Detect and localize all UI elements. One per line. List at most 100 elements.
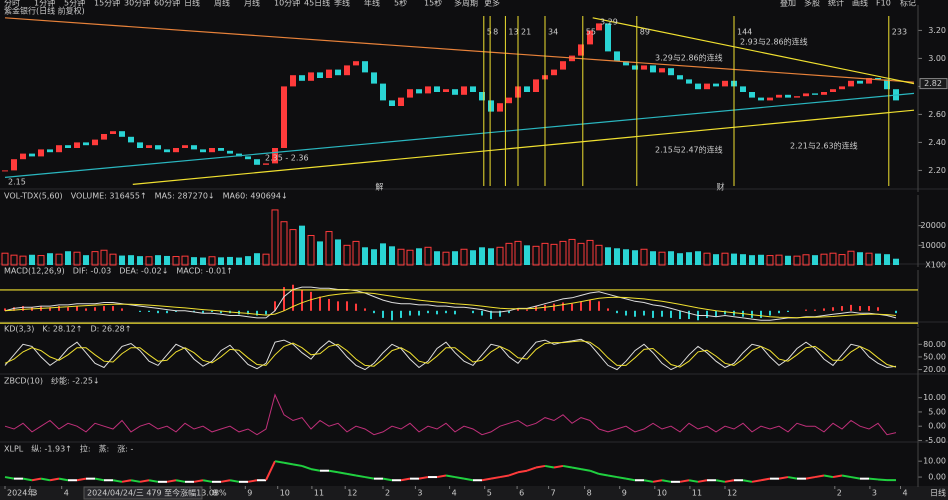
candle	[164, 149, 170, 153]
toolbar-item[interactable]: 标记	[900, 0, 916, 8]
trend-segment	[310, 468, 321, 472]
trend-segment	[760, 477, 771, 482]
x-tick-label: 11	[692, 489, 702, 498]
legend-entry: 蒸:	[99, 444, 110, 454]
toolbar-item[interactable]: 5秒	[394, 0, 407, 8]
toolbar-item[interactable]: 更多	[484, 0, 500, 8]
toolbar-item[interactable]: 60分钟	[154, 0, 180, 8]
trend-line	[4, 92, 915, 178]
macd-line	[4, 292, 897, 319]
toolbar-item[interactable]: 季线	[334, 0, 350, 8]
trend-line-label: 2.93与2.86的连线	[740, 37, 808, 47]
volume-bar	[208, 256, 216, 266]
macd-line	[4, 286, 897, 321]
candle	[614, 51, 620, 62]
volume-bar	[191, 257, 197, 265]
candle	[209, 148, 215, 153]
toolbar-item[interactable]: 10分钟	[274, 0, 300, 8]
trend-segment	[400, 477, 411, 482]
toolbar-item[interactable]: 5分钟	[64, 0, 85, 8]
candle	[290, 75, 296, 87]
trend-segment	[517, 469, 528, 474]
x-tick-label: 3	[872, 489, 877, 498]
candle	[848, 80, 854, 87]
toolbar-item[interactable]: 多周期	[454, 0, 478, 8]
volume-bar	[740, 254, 746, 265]
volume-bar	[785, 255, 791, 265]
x-tick-label: 6	[519, 489, 524, 498]
trend-segment	[265, 460, 276, 481]
toolbar-item[interactable]: 统计	[828, 0, 844, 8]
toolbar-item[interactable]: 多股	[804, 0, 820, 8]
toolbar-item[interactable]: 叠加	[780, 0, 796, 8]
toolbar-item[interactable]: 月线	[244, 0, 260, 8]
toolbar-item[interactable]: 45日线	[304, 0, 330, 8]
toolbar-item[interactable]: 15秒	[424, 0, 442, 8]
candle	[353, 61, 359, 66]
candle	[479, 92, 485, 101]
volume-bar	[496, 246, 504, 266]
trend-segment	[220, 479, 231, 483]
x-tick-label: 3	[32, 489, 37, 498]
volume-bar	[731, 253, 737, 265]
trend-segment	[571, 466, 582, 471]
volume-bar	[766, 255, 774, 266]
period-label[interactable]: 日线	[930, 488, 946, 498]
toolbar-item[interactable]: 画线	[852, 0, 868, 8]
candle	[443, 89, 449, 92]
volume-bar	[262, 253, 270, 266]
panel-title: XLPL	[4, 445, 24, 454]
legend-entry: 涨: -	[117, 444, 133, 454]
toolbar-item[interactable]: F10	[876, 0, 891, 8]
candle	[785, 94, 791, 98]
candle	[245, 156, 251, 160]
candle	[92, 139, 98, 146]
volume-bar	[317, 241, 323, 265]
volume-bar	[145, 256, 153, 266]
trend-segment	[364, 476, 375, 480]
candle	[803, 93, 809, 97]
volume-bar	[470, 250, 476, 265]
trend-segment	[868, 477, 879, 481]
volume-bar	[181, 255, 189, 266]
toolbar-item[interactable]: 15分钟	[94, 0, 120, 8]
trend-line	[132, 109, 915, 185]
candle	[380, 83, 386, 101]
candle	[506, 97, 512, 104]
volume-bar	[829, 252, 837, 266]
trend-segment	[850, 476, 861, 480]
event-marker: 财	[717, 182, 725, 192]
volume-bar	[550, 243, 558, 266]
trend-segment	[688, 479, 699, 483]
candle	[875, 78, 881, 80]
y-tick-label: 10000	[921, 241, 946, 250]
toolbar-item[interactable]: 1分钟	[34, 0, 55, 8]
toolbar-item[interactable]: 分时	[4, 0, 20, 8]
candle	[794, 96, 800, 98]
candle	[713, 83, 719, 87]
toolbar-item[interactable]: 30分钟	[124, 0, 150, 8]
volume-bar	[47, 253, 53, 265]
trend-segment	[49, 477, 60, 482]
candle	[155, 145, 161, 150]
x-tick-label: 7	[551, 489, 556, 498]
trend-segment	[805, 476, 816, 480]
volume-bar	[406, 249, 414, 266]
y-tick-label: 3.20	[928, 26, 946, 35]
candle	[623, 61, 629, 66]
volume-bar	[505, 242, 513, 266]
toolbar-item[interactable]: 周线	[214, 0, 230, 8]
volume-bar	[424, 246, 432, 266]
candle	[389, 100, 395, 106]
volume-bar	[29, 254, 35, 265]
trend-segment	[202, 479, 213, 483]
toolbar-item[interactable]: 年线	[364, 0, 380, 8]
candle	[11, 159, 17, 171]
trend-segment	[193, 479, 204, 483]
volume-bar	[172, 256, 180, 266]
volume-bar	[857, 252, 863, 265]
trend-segment	[463, 477, 474, 482]
toolbar-item[interactable]: 日线	[184, 0, 200, 8]
event-marker: 解	[375, 182, 383, 192]
volume-bar	[640, 248, 648, 266]
